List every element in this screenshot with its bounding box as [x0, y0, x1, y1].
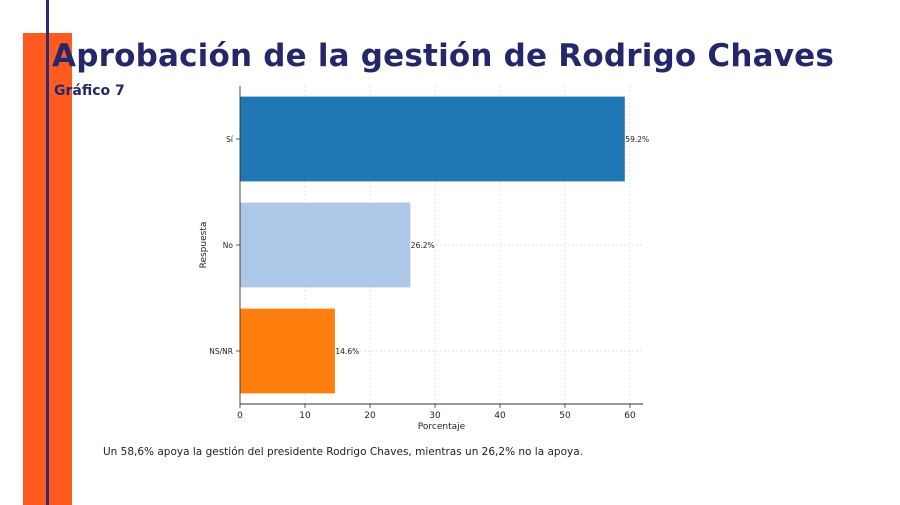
axis-layer: 0 10 20 30 40 50 60 Sí No NS/NR — [209, 86, 643, 421]
y-axis-label: Respuesta — [199, 222, 209, 269]
x-axis-label: Porcentaje — [418, 422, 466, 432]
slide-title: Aprobación de la gestión de Rodrigo Chav… — [52, 38, 835, 74]
x-tick-label: 0 — [237, 411, 243, 421]
y-tick-label: NS/NR — [209, 347, 233, 356]
bar-layer: 59.2% 26.2% 14.6% — [240, 96, 649, 394]
bar-0 — [240, 96, 625, 182]
x-tick-label: 10 — [299, 411, 311, 421]
x-tick-label: 50 — [559, 411, 571, 421]
y-tick-label: Sí — [226, 135, 234, 144]
y-tick-label: No — [223, 241, 234, 250]
x-tick-label: 40 — [494, 411, 506, 421]
x-tick-label: 20 — [364, 411, 376, 421]
bar-2 — [240, 308, 335, 394]
x-tick-label: 30 — [429, 411, 441, 421]
chart-caption: Un 58,6% apoya la gestión del presidente… — [103, 446, 583, 458]
x-tick-label: 60 — [624, 411, 636, 421]
data-label: 14.6% — [335, 347, 359, 356]
data-label: 26.2% — [411, 241, 435, 250]
bar-1 — [240, 202, 411, 288]
navy-accent-line — [46, 0, 49, 505]
slide-subtitle: Gráfico 7 — [54, 83, 125, 99]
data-label: 59.2% — [625, 135, 649, 144]
